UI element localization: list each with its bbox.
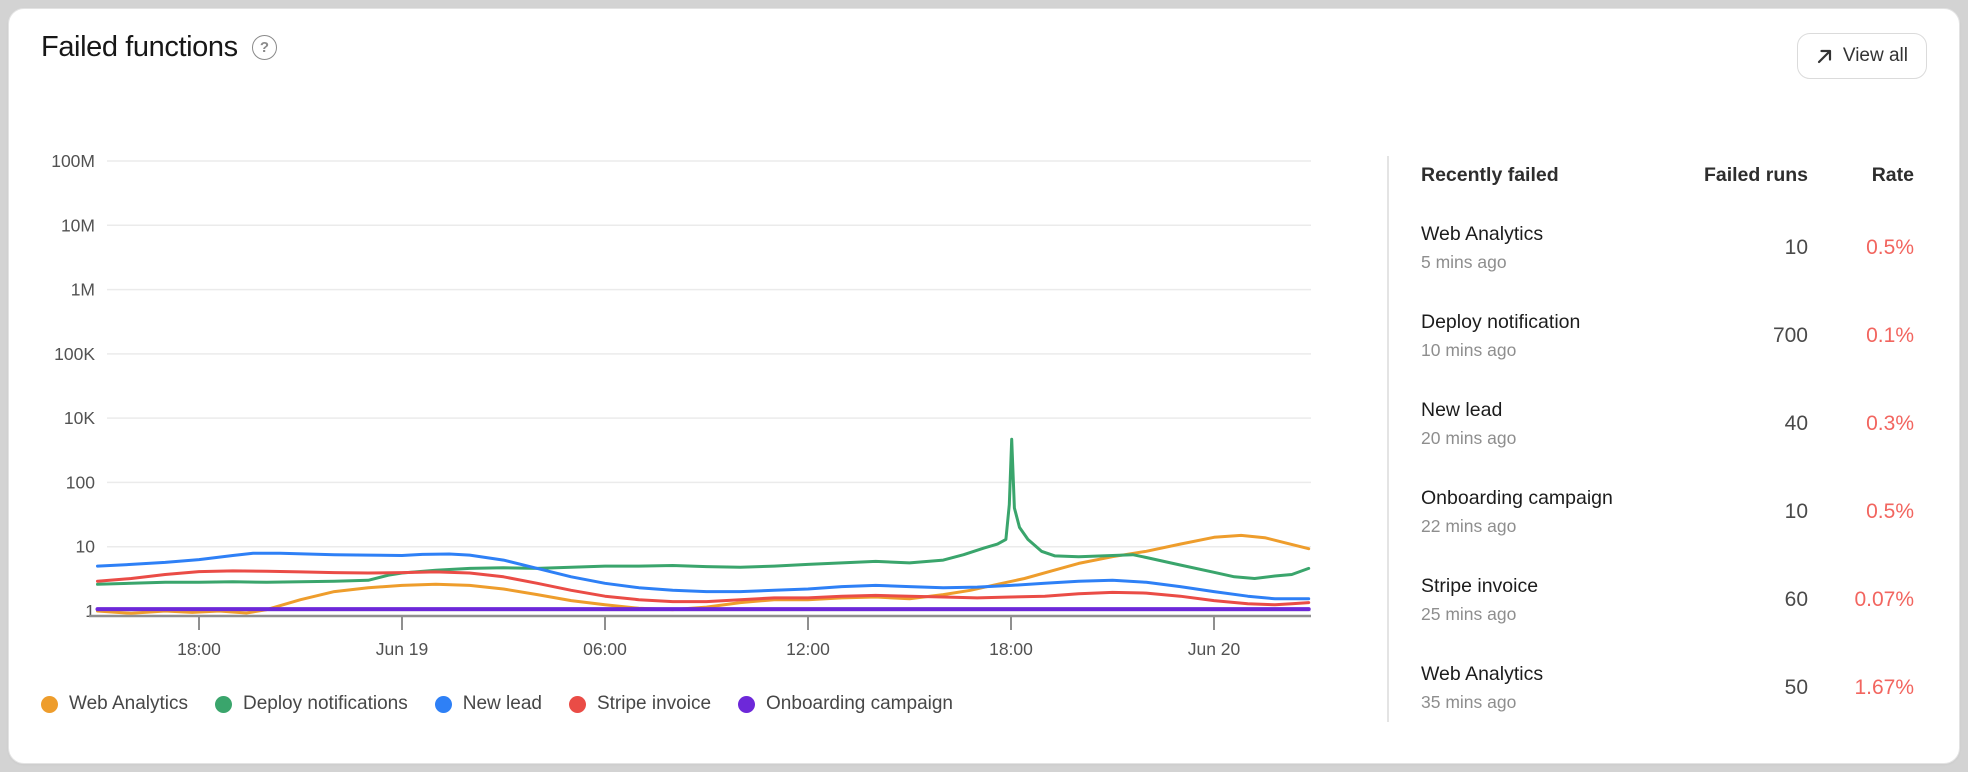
series-line-deploy-notifications xyxy=(96,437,1311,586)
series-line-new-lead xyxy=(96,551,1311,601)
legend-dot-icon xyxy=(41,695,58,713)
function-name: Web Analytics xyxy=(1421,223,1544,245)
legend-item[interactable]: Deploy notifications xyxy=(214,693,408,715)
legend-label: Deploy notifications xyxy=(242,693,408,714)
failed-time: 5 mins ago xyxy=(1421,252,1507,272)
legend-dot-icon xyxy=(738,695,756,713)
function-name: Onboarding campaign xyxy=(1421,487,1613,509)
legend-label: Web Analytics xyxy=(69,693,188,714)
y-axis-label: 10M xyxy=(61,215,95,235)
function-cell: Stripe invoice 25 mins ago xyxy=(1421,575,1698,625)
recently-failed-table: Recently failed Failed runs Rate Web Ana… xyxy=(1421,164,1914,751)
failed-time: 25 mins ago xyxy=(1421,604,1517,624)
legend-item[interactable]: Web Analytics xyxy=(41,693,188,715)
function-cell: Web Analytics 35 mins ago xyxy=(1421,663,1698,713)
legend-label: Stripe invoice xyxy=(596,693,712,714)
table-row[interactable]: Onboarding campaign 22 mins ago 10 0.5% xyxy=(1421,487,1914,537)
function-name: Deploy notification xyxy=(1421,311,1581,333)
failed-time: 10 mins ago xyxy=(1421,340,1517,360)
y-axis-label: 1 xyxy=(85,601,95,621)
legend-item[interactable]: New lead xyxy=(434,693,542,715)
failed-time: 20 mins ago xyxy=(1421,428,1517,448)
failure-rate-value: 0.5% xyxy=(1866,500,1914,523)
failure-rate-value: 0.3% xyxy=(1866,412,1914,435)
failed-time: 22 mins ago xyxy=(1421,516,1517,536)
function-name: Stripe invoice xyxy=(1421,575,1539,597)
failed-functions-card: Failed functions ? View all 1 10 100 10K 100… xyxy=(8,8,1960,764)
function-cell: Onboarding campaign 22 mins ago xyxy=(1421,487,1698,537)
function-cell: New lead 20 mins ago xyxy=(1421,399,1698,449)
failed-runs-value: 50 xyxy=(1784,676,1808,699)
header-recently-failed: Recently failed xyxy=(1421,164,1559,186)
x-axis-label: 12:00 xyxy=(786,639,830,659)
legend-item[interactable]: Stripe invoice xyxy=(568,693,712,715)
y-axis-label: 1M xyxy=(71,280,95,300)
table-row[interactable]: Deploy notification 10 mins ago 700 0.1% xyxy=(1421,311,1914,361)
page-title: Failed functions xyxy=(41,31,238,63)
failed-runs-value: 700 xyxy=(1772,324,1808,347)
x-axis-label: 06:00 xyxy=(583,639,627,659)
function-cell: Deploy notification 10 mins ago xyxy=(1421,311,1698,361)
card-title: Failed functions ? xyxy=(41,31,277,64)
header-rate: Rate xyxy=(1871,164,1914,186)
vertical-divider xyxy=(1387,156,1389,722)
y-axis-label: 10K xyxy=(64,408,95,428)
legend-item[interactable]: Onboarding campaign xyxy=(738,693,953,715)
failure-rate-value: 0.07% xyxy=(1854,588,1914,611)
failed-runs-value: 10 xyxy=(1784,500,1808,523)
function-cell: Web Analytics 5 mins ago xyxy=(1421,223,1698,273)
y-axis-label: 100K xyxy=(54,344,95,364)
failed-runs-value: 10 xyxy=(1784,236,1808,259)
legend-label: New lead xyxy=(462,693,542,714)
function-name: Web Analytics xyxy=(1421,663,1544,685)
chart-legend: Web Analytics Deploy notifications New lea… xyxy=(41,693,953,715)
y-axis-label: 100 xyxy=(66,472,95,492)
help-icon[interactable]: ? xyxy=(251,35,277,60)
table-row[interactable]: Web Analytics 35 mins ago 50 1.67% xyxy=(1421,663,1914,713)
failure-rate-value: 0.1% xyxy=(1866,324,1914,347)
failed-time: 35 mins ago xyxy=(1421,692,1517,712)
header-failed-runs: Failed runs xyxy=(1703,164,1808,186)
view-all-button[interactable]: View all xyxy=(1796,33,1927,79)
failure-rate-value: 1.67% xyxy=(1854,676,1914,699)
chart-area[interactable]: 1 10 100 10K 100K 1M 10M 100M 18:00 Jun 19 06:00 12… xyxy=(39,121,1359,666)
legend-dot-icon xyxy=(434,695,452,713)
legend-label: Onboarding campaign xyxy=(766,693,953,714)
failed-functions-chart[interactable]: 1 10 100 10K 100K 1M 10M 100M 18:00 Jun 19 06:00 12… xyxy=(39,121,1359,666)
x-axis-label: 18:00 xyxy=(989,639,1033,659)
y-axis-label: 100M xyxy=(51,151,95,171)
table-row[interactable]: Web Analytics 5 mins ago 10 0.5% xyxy=(1421,223,1914,273)
table-header: Recently failed Failed runs Rate xyxy=(1421,164,1914,187)
legend-dot-icon xyxy=(214,695,232,713)
view-all-label: View all xyxy=(1842,45,1908,66)
failed-runs-value: 60 xyxy=(1784,588,1808,611)
failure-rate-value: 0.5% xyxy=(1866,236,1914,259)
x-axis-label: Jun 20 xyxy=(1188,639,1241,659)
function-name: New lead xyxy=(1421,399,1503,421)
series-line-stripe-invoice xyxy=(96,569,1311,607)
table-row[interactable]: New lead 20 mins ago 40 0.3% xyxy=(1421,399,1914,449)
table-row[interactable]: Stripe invoice 25 mins ago 60 0.07% xyxy=(1421,575,1914,625)
legend-dot-icon xyxy=(568,695,586,713)
x-axis-label: Jun 19 xyxy=(376,639,429,659)
failed-runs-value: 40 xyxy=(1784,412,1808,435)
x-axis-label: 18:00 xyxy=(177,639,221,659)
y-axis-label: 10 xyxy=(76,537,96,557)
arrow-up-right-icon xyxy=(1817,49,1831,63)
